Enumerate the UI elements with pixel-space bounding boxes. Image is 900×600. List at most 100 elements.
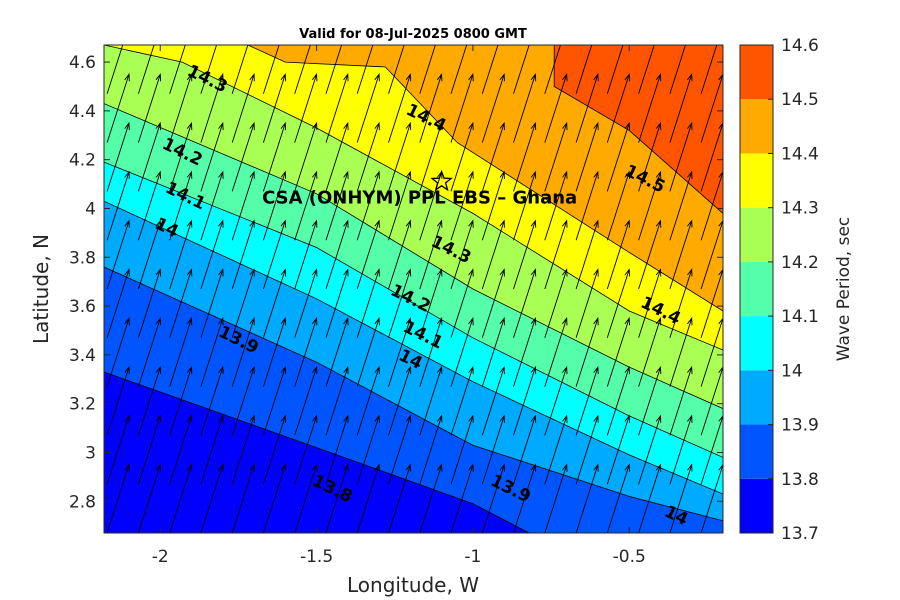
vector-arrow-48 (231, 268, 255, 338)
vector-arrow-196 (638, 45, 655, 94)
vector-arrow-125 (450, 268, 474, 338)
vector-arrow-129 (450, 73, 474, 143)
contour-fill-below-13.8 (104, 372, 723, 533)
chart-title: Valid for 08-Jul-2025 0800 GMT (299, 27, 527, 42)
vector-arrow-163 (544, 45, 561, 94)
vector-arrow-188 (638, 414, 662, 485)
vector-arrow-155 (544, 414, 568, 485)
colorbar-label: Wave Period, sec (834, 217, 854, 362)
vector-arrow-143 (513, 463, 537, 533)
vector-arrow-74 (294, 73, 318, 143)
vector-arrow-147 (513, 268, 537, 338)
vector-arrow-7 (106, 121, 130, 192)
vector-arrow-178 (606, 365, 630, 436)
vector-arrow-126 (450, 219, 474, 290)
colorbar-swatch-6 (740, 153, 773, 208)
vector-arrow-84 (325, 121, 349, 192)
y-axis-ticks: 2.8 3 3.2 3.4 3.6 3.8 4 4.2 4.4 4.6 (69, 53, 723, 512)
vector-arrow-162 (544, 73, 568, 143)
vector-arrow-144 (513, 414, 537, 485)
vector-arrow-137 (481, 219, 505, 290)
vector-arrow-136 (481, 268, 505, 338)
vector-arrow-119 (419, 45, 436, 94)
vector-arrow-202 (669, 268, 693, 338)
vector-arrow-167 (575, 365, 599, 436)
vector-arrow-14 (137, 317, 162, 387)
y-axis-label: Latitude, N (29, 234, 53, 344)
vector-arrow-97 (356, 45, 374, 94)
colorbar: 13.7 13.8 13.9 14 14.1 14.2 14.3 14.4 14.5 14.6 (739, 36, 819, 544)
vector-arrow-39 (200, 170, 224, 241)
vector-arrow-161 (544, 121, 568, 192)
vector-arrow-94 (356, 170, 380, 241)
vector-arrow-71 (294, 219, 318, 290)
vector-arrow-218 (700, 45, 718, 94)
vector-arrow-192 (638, 219, 662, 290)
site-label: CSA (ONHYM) PPL EBS – Ghana (262, 188, 577, 209)
vector-arrow-105 (388, 170, 412, 241)
vector-arrow-58 (262, 317, 287, 387)
vector-arrow-101 (388, 365, 412, 436)
colorbar-swatch-2 (740, 370, 773, 425)
vector-arrow-141 (481, 45, 499, 94)
vector-arrow-56 (262, 414, 287, 485)
vector-arrow-32 (169, 45, 171, 46)
vector-arrow-138 (481, 170, 505, 241)
vector-arrow-121 (450, 463, 474, 533)
vector-arrow-34 (200, 414, 224, 485)
vector-arrow-204 (669, 170, 693, 241)
vector-arrow-152 (513, 45, 530, 94)
vector-arrow-30 (169, 73, 193, 143)
vector-arrow-115 (419, 219, 443, 290)
vector-arrow-158 (544, 268, 568, 338)
vector-arrow-160 (544, 170, 568, 241)
vector-arrow-57 (262, 365, 287, 436)
vector-arrow-5 (106, 219, 130, 290)
vector-arrow-26 (169, 268, 193, 338)
vector-arrow-154 (544, 463, 568, 533)
colorbar-tick-label-0: 13.7 (781, 524, 819, 544)
y-tick-label-9: 4.6 (69, 53, 96, 73)
vector-arrow-168 (575, 317, 599, 387)
vector-arrow-95 (356, 121, 380, 192)
vector-arrow-27 (169, 219, 193, 290)
y-tick-label-6: 4 (85, 199, 96, 219)
vector-arrow-70 (294, 268, 318, 338)
vector-arrow-11 (137, 463, 162, 533)
colorbar-tick-label-8: 14.5 (781, 90, 819, 110)
wave-direction-vectors (106, 0, 754, 533)
vector-arrow-86 (325, 45, 343, 94)
vector-arrow-106 (388, 121, 412, 192)
vector-arrow-170 (575, 219, 599, 290)
vector-arrow-177 (606, 414, 630, 485)
vector-arrow-63 (262, 73, 287, 143)
vector-arrow-55 (262, 463, 287, 533)
vector-arrow-17 (137, 170, 162, 241)
vector-arrow-108 (388, 45, 405, 94)
colorbar-swatch-1 (740, 424, 773, 479)
vector-arrow-127 (450, 170, 474, 241)
vector-arrow-49 (231, 219, 255, 290)
x-tick-label-3: -0.5 (613, 547, 646, 567)
vector-arrow-2 (106, 365, 130, 436)
vector-arrow-104 (388, 219, 412, 290)
x-axis-ticks: -2 -1.5 -1 -0.5 (152, 45, 646, 567)
vector-arrow-89 (356, 414, 380, 485)
vector-arrow-151 (513, 73, 537, 143)
vector-arrow-132 (481, 463, 505, 533)
vector-arrow-10 (107, 45, 108, 46)
vector-arrow-175 (576, 45, 577, 46)
vector-arrow-189 (638, 365, 662, 436)
vector-arrow-88 (356, 463, 380, 533)
vector-arrow-77 (325, 463, 349, 533)
filled-contour-regions (104, 45, 723, 533)
colorbar-swatch-3 (740, 316, 773, 371)
vector-arrow-157 (544, 317, 568, 387)
vector-arrow-72 (294, 170, 318, 241)
vector-arrow-79 (325, 365, 349, 436)
vector-arrow-230 (732, 0, 754, 45)
vector-arrow-150 (513, 121, 537, 192)
vector-arrow-135 (481, 317, 505, 387)
vector-arrow-38 (200, 219, 224, 290)
vector-arrow-199 (669, 414, 693, 485)
